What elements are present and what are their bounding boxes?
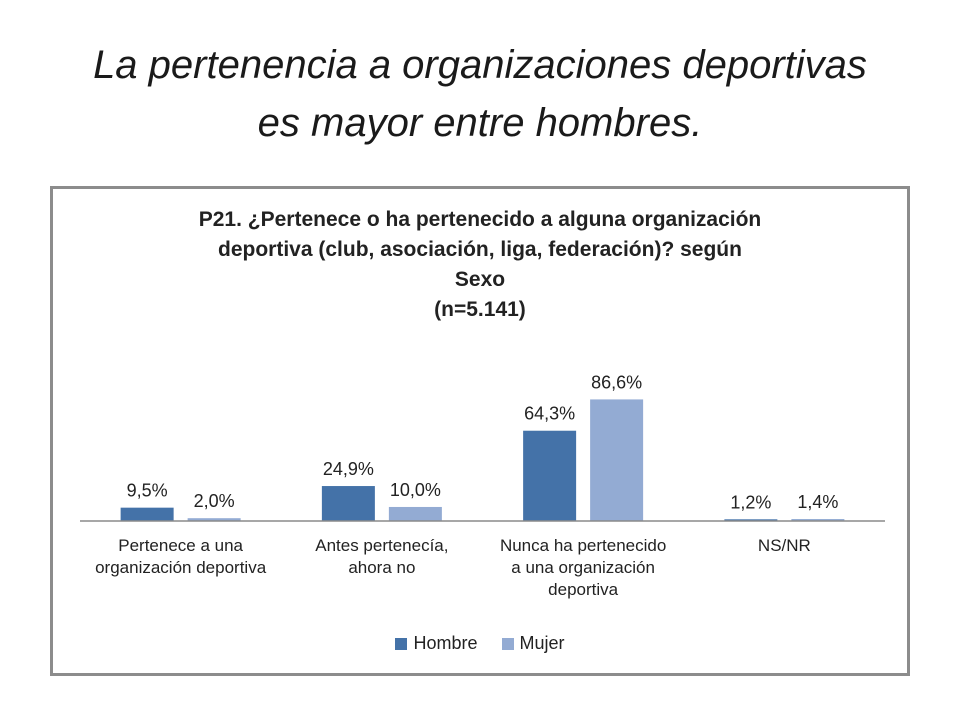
chart-legend: Hombre Mujer (53, 633, 907, 654)
data-label-hombre-ns-nr: 1,2% (730, 492, 771, 512)
data-label-mujer-nunca-ha-pertenecido-a-una-organizacion-deportiva: 86,6% (591, 372, 642, 392)
bar-chart-plot: 9,5% 2,0% Pertenece a una organización depo… (80, 372, 885, 599)
chart-title-line-2: deportiva (club, asociación, liga, feder… (218, 238, 742, 261)
bar-hombre-nunca-ha-pertenecido-a-una-organizacion-deportiva (523, 430, 577, 521)
category-label-pertenece-a-una-organizacion-deportiva-line-1: Pertenece a una (118, 536, 243, 555)
chart-title-line-3: Sexo (454, 268, 506, 291)
bar-hombre-antes-pertenecia-ahora-no (321, 486, 375, 521)
bar-mujer-pertenece-a-una-organizacion-deportiva (187, 518, 241, 521)
data-label-hombre-antes-pertenecia-ahora-no: 24,9% (323, 459, 374, 479)
legend-swatch-hombre (395, 637, 408, 650)
category-label-antes-pertenecia-ahora-no-line-1: Antes pertenecía, (315, 536, 448, 555)
data-label-mujer-pertenece-a-una-organizacion-deportiva: 2,0% (194, 491, 235, 511)
legend-label-mujer: Mujer (519, 633, 565, 653)
bar-mujer-ns-nr (791, 519, 845, 521)
legend-swatch-mujer (501, 637, 514, 650)
chart-frame: P21. ¿Pertenece o ha pertenecido a algun… (50, 186, 910, 676)
bar-hombre-pertenece-a-una-organizacion-deportiva (120, 507, 174, 521)
legend-item-hombre: Hombre (395, 633, 478, 654)
category-label-antes-pertenecia-ahora-no-line-2: ahora no (348, 558, 415, 577)
bar-mujer-nunca-ha-pertenecido-a-una-organizacion-deportiva (590, 399, 644, 521)
slide-title: La pertenencia a organizaciones deportiv… (30, 36, 930, 152)
chart-title: P21. ¿Pertenece o ha pertenecido a algun… (73, 205, 887, 325)
bar-mujer-antes-pertenecia-ahora-no (388, 506, 442, 521)
chart-title-line-4: (n=5.141) (434, 298, 526, 321)
data-label-mujer-antes-pertenecia-ahora-no: 10,0% (390, 480, 441, 500)
chart-title-line-1: P21. ¿Pertenece o ha pertenecido a algun… (198, 208, 762, 231)
data-label-hombre-pertenece-a-una-organizacion-deportiva: 9,5% (127, 481, 168, 501)
legend-label-hombre: Hombre (413, 633, 478, 653)
data-label-mujer-ns-nr: 1,4% (797, 492, 838, 512)
data-label-hombre-nunca-ha-pertenecido-a-una-organizacion-deportiva: 64,3% (524, 404, 575, 424)
legend-item-mujer: Mujer (501, 633, 565, 654)
bar-hombre-ns-nr (724, 519, 778, 521)
slide-title-line-1: La pertenencia a organizaciones deportiv… (93, 43, 867, 87)
slide-title-line-2: es mayor entre hombres. (257, 101, 703, 145)
category-label-ns-nr-line-1: NS/NR (758, 536, 811, 555)
category-label-pertenece-a-una-organizacion-deportiva-line-2: organización deportiva (95, 558, 267, 577)
category-label-nunca-ha-pertenecido-a-una-organizacion-deportiva-line-3: deportiva (548, 580, 618, 599)
category-label-nunca-ha-pertenecido-a-una-organizacion-deportiva-line-2: a una organización (511, 558, 655, 577)
category-label-nunca-ha-pertenecido-a-una-organizacion-deportiva-line-1: Nunca ha pertenecido (500, 536, 666, 555)
